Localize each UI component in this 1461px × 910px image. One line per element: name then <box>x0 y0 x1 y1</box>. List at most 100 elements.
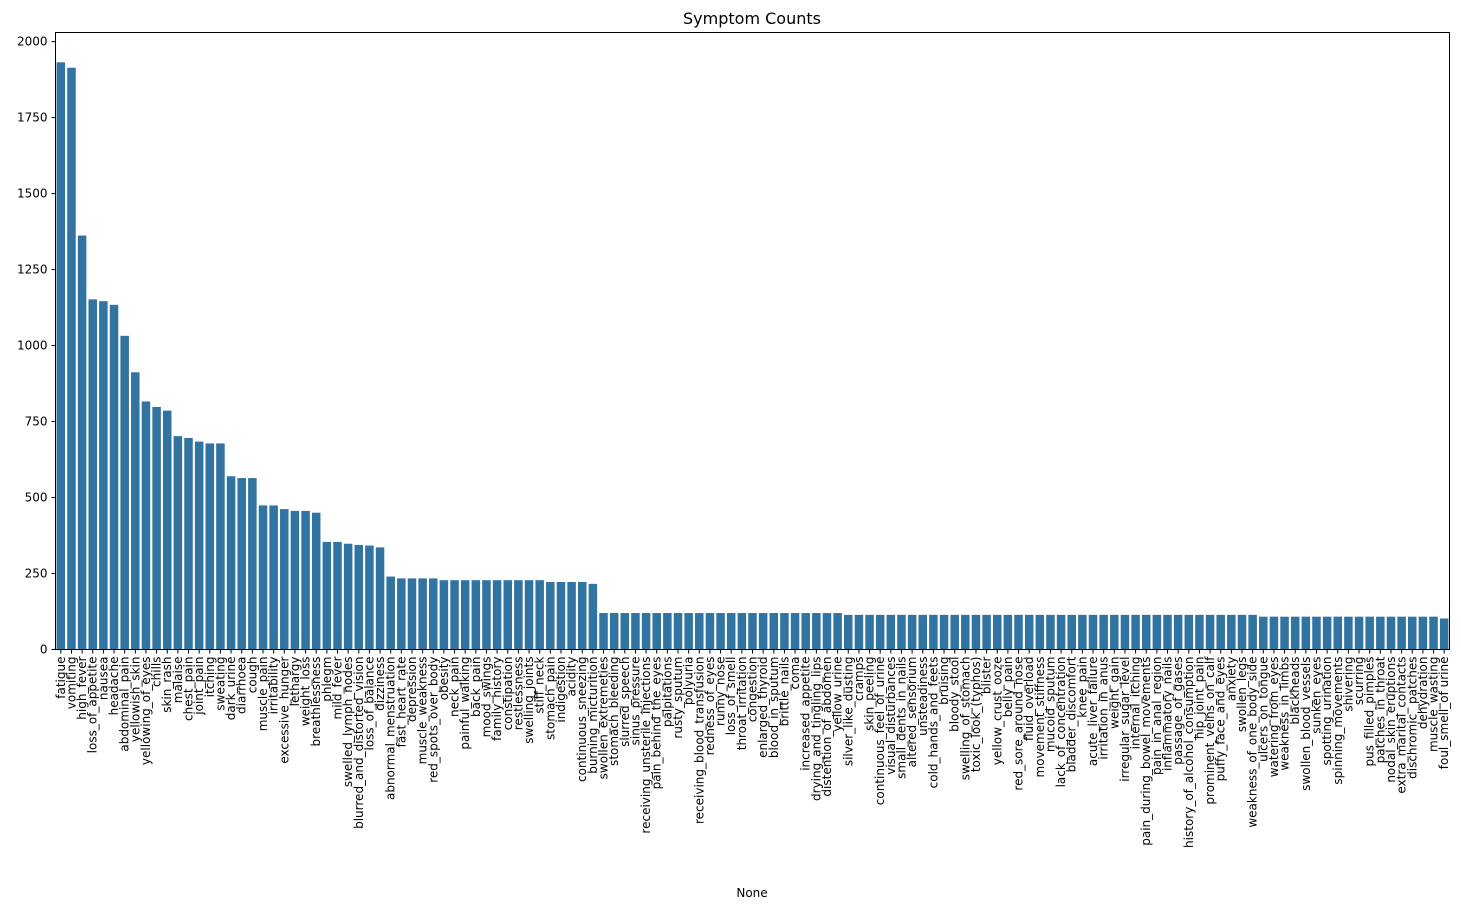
bar <box>1354 616 1364 650</box>
bar <box>418 578 427 650</box>
x-tick-label: silver_like_dusting <box>841 657 855 767</box>
bar <box>1344 616 1353 650</box>
x-tick-label: chills <box>150 657 164 687</box>
y-tick-label: 250 <box>25 567 48 581</box>
x-tick-label: redness_of_eyes <box>703 657 717 756</box>
bar <box>929 614 938 650</box>
x-tick-label: coma <box>788 657 802 690</box>
bar <box>152 406 161 650</box>
x-tick-label: polyuria <box>682 657 696 706</box>
bar <box>1046 614 1055 650</box>
bar <box>844 614 853 650</box>
x-tick-label: skin_rash <box>160 657 174 713</box>
bar <box>407 578 417 650</box>
x-tick-label: congestion <box>746 657 760 723</box>
bar <box>535 580 544 650</box>
bar <box>620 613 630 650</box>
x-tick-label: extra_marital_contacts <box>1395 657 1409 794</box>
bar <box>1195 614 1204 650</box>
x-tick-label: swollen_legs <box>1235 657 1249 733</box>
bar <box>99 301 108 650</box>
bar <box>439 580 449 650</box>
bar <box>897 614 906 650</box>
bar <box>343 543 353 650</box>
bar <box>1386 616 1396 650</box>
bar <box>397 578 406 650</box>
x-tick-label: blackheads <box>1288 657 1302 725</box>
x-tick-label: phlegm <box>320 657 334 702</box>
bar <box>748 613 757 650</box>
bar <box>109 304 119 650</box>
bar <box>663 613 672 650</box>
x-tick-label: acidity <box>565 657 579 697</box>
x-tick-label: bloody_stool <box>948 657 962 732</box>
bar <box>695 613 704 650</box>
bar <box>769 613 779 650</box>
x-tick-label: itching <box>203 657 217 698</box>
y-tick-label: 1000 <box>17 339 48 353</box>
bar <box>705 613 715 650</box>
x-tick-label: toxic_look_(typhos) <box>969 657 983 773</box>
bar <box>1205 614 1215 650</box>
x-tick-label: puffy_face_and_eyes <box>1214 657 1228 782</box>
bar <box>1088 614 1098 650</box>
x-tick-label: stomach_pain <box>543 657 557 740</box>
bar <box>546 582 555 650</box>
bar <box>1014 614 1023 650</box>
bar <box>354 544 364 650</box>
bar <box>88 299 97 650</box>
bar <box>450 580 459 650</box>
bar <box>833 613 842 650</box>
x-tick-label: constipation <box>501 657 515 731</box>
bar <box>1163 614 1172 650</box>
bar <box>1269 616 1279 650</box>
x-tick-label: inflammatory_nails <box>1161 657 1175 772</box>
bar <box>865 614 874 650</box>
bar <box>1035 614 1045 650</box>
x-tick-label: high_fever <box>75 656 89 719</box>
bar <box>609 613 619 650</box>
x-tick-label: patches_in_throat <box>1373 656 1387 763</box>
x-axis-label: None <box>736 886 767 900</box>
x-tick-label: swelling_joints <box>522 657 536 744</box>
bar <box>939 614 949 650</box>
bar <box>1067 614 1076 650</box>
bar <box>918 614 928 650</box>
chart-title: Symptom Counts <box>683 9 821 28</box>
x-tick-label: muscle_wasting <box>1427 657 1441 753</box>
bar <box>1365 616 1374 650</box>
x-tick-label: hip_joint_pain <box>1192 657 1206 740</box>
bar <box>1099 614 1108 650</box>
x-tick-label: blood_in_sputum <box>767 657 781 759</box>
x-tick-label: weakness_of_one_body_side <box>1246 657 1260 828</box>
bar <box>1078 614 1087 650</box>
x-tick-label: abdominal_pain <box>118 657 132 752</box>
bar <box>577 582 587 650</box>
x-tick-label: altered_sensorium <box>905 657 919 768</box>
bar <box>801 613 810 650</box>
bar <box>652 613 661 650</box>
bar <box>248 478 257 650</box>
bar <box>812 613 821 650</box>
bar <box>492 580 502 650</box>
x-tick-label: knee_pain <box>1075 657 1089 718</box>
bar <box>471 580 481 650</box>
x-tick-label: loss_of_appetite <box>86 657 100 754</box>
x-tick-label: swollen_blood_vessels <box>1299 657 1313 791</box>
x-tick-label: unsteadiness <box>916 657 930 736</box>
x-tick-label: indigestion <box>554 657 568 723</box>
bar <box>1429 616 1438 650</box>
x-tick-label: scurring <box>1352 657 1366 706</box>
bar <box>1290 616 1300 650</box>
bar <box>886 614 896 650</box>
x-tick-label: stomach_bleeding <box>607 657 621 766</box>
x-tick-label: spinning_movements <box>1331 657 1345 785</box>
x-tick-label: pus_filled_pimples <box>1363 657 1377 767</box>
bar <box>875 614 885 650</box>
bar <box>588 583 598 650</box>
bar <box>1333 616 1343 650</box>
bar <box>780 613 789 650</box>
bar <box>365 545 374 650</box>
x-tick-label: receiving_blood_transfusion <box>692 657 706 825</box>
